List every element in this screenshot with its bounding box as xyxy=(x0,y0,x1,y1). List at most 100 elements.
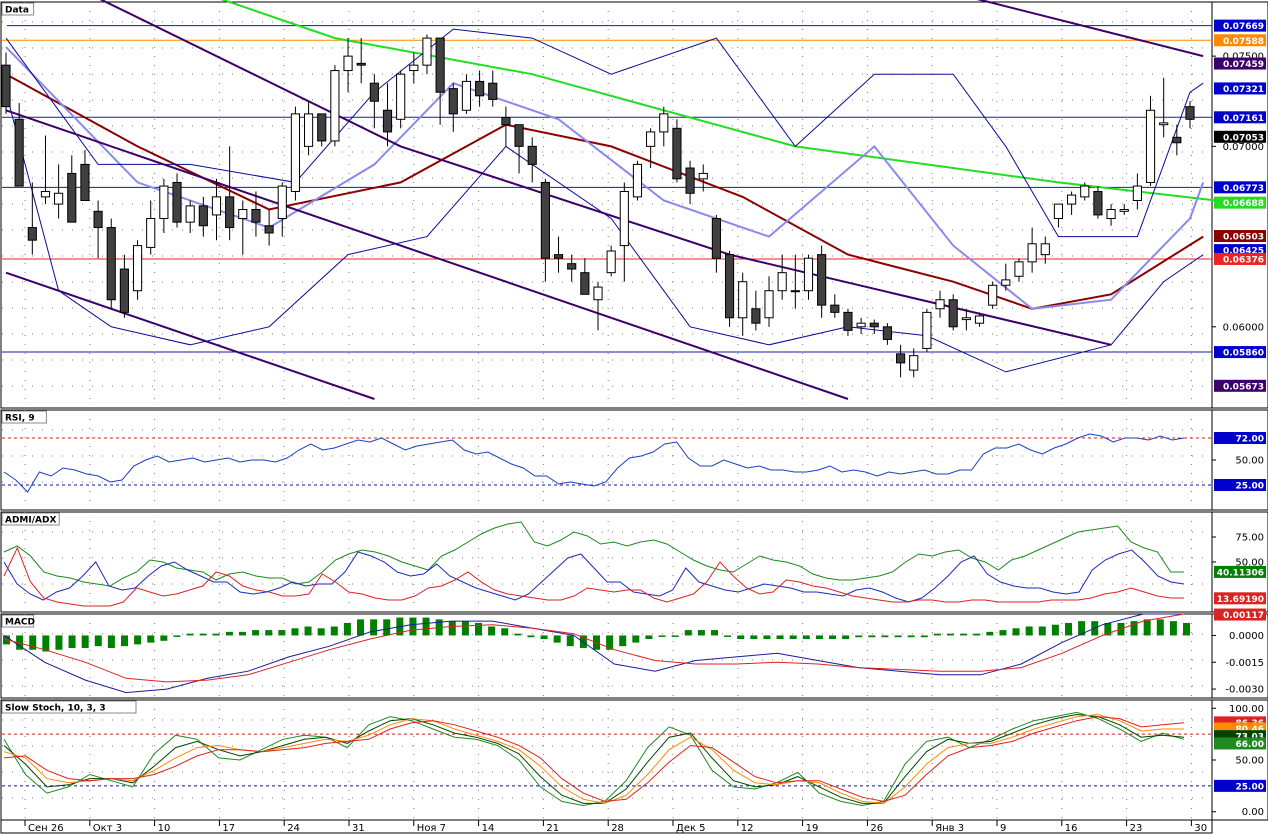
macd-bar xyxy=(711,630,718,636)
stoch-line-s4 xyxy=(3,716,1185,802)
panel-adx-frame xyxy=(0,511,1213,613)
candle xyxy=(1001,263,1011,291)
candle-body xyxy=(1172,136,1182,144)
value-marker-bg xyxy=(1214,379,1266,392)
panel-title: Data xyxy=(1,2,35,16)
candle xyxy=(93,200,103,259)
candle-body xyxy=(211,196,222,216)
rsi-line xyxy=(3,433,1185,493)
candle xyxy=(659,106,669,147)
x-tick-label: 26 xyxy=(870,823,883,834)
macd-bar xyxy=(933,633,941,636)
candle xyxy=(909,348,919,378)
value-marker-bg xyxy=(1214,479,1266,491)
candle xyxy=(317,113,327,147)
macd-bar xyxy=(658,635,666,637)
candle xyxy=(1106,204,1116,226)
macd-bar xyxy=(94,635,102,647)
value-marker: 40.11306 xyxy=(1214,565,1266,578)
candle-body xyxy=(501,116,511,126)
macd-bar xyxy=(186,633,194,636)
candle-body xyxy=(830,304,840,313)
candle-body xyxy=(435,37,445,93)
candle-body xyxy=(1027,243,1037,263)
candle-body xyxy=(40,190,51,198)
macd-bar xyxy=(357,619,364,636)
candle xyxy=(238,200,248,255)
candle xyxy=(830,294,840,318)
candle-body xyxy=(172,181,182,223)
candle-body xyxy=(646,131,656,147)
y-tick-label: -0.0015 xyxy=(1225,658,1264,669)
candle xyxy=(356,38,366,84)
macd-bar xyxy=(291,628,299,636)
value-marker-label: 0.00117 xyxy=(1223,611,1264,621)
candle xyxy=(264,209,274,246)
candle-body xyxy=(514,124,524,147)
candle xyxy=(711,214,721,273)
x-tick-label: 28 xyxy=(611,823,624,834)
line-channel_low xyxy=(5,271,375,400)
macd-bar xyxy=(29,635,37,650)
candle-body xyxy=(132,245,143,292)
macd-bar xyxy=(1183,622,1190,636)
candle xyxy=(988,281,998,309)
candle-body xyxy=(606,250,616,274)
candle xyxy=(303,101,314,156)
panel-title: RSI, 9 xyxy=(1,410,47,424)
candle xyxy=(961,308,971,331)
candle-body xyxy=(343,55,353,72)
macd-bar xyxy=(330,626,338,636)
macd-bar xyxy=(737,635,745,640)
candle xyxy=(448,83,458,132)
candle xyxy=(817,245,827,318)
candle xyxy=(1159,77,1169,138)
candle xyxy=(1080,182,1090,201)
macd-bar xyxy=(645,635,653,640)
macd-bar xyxy=(619,635,627,647)
y-tick-label: -0.0030 xyxy=(1225,685,1264,696)
candle-body xyxy=(1014,261,1024,277)
candle xyxy=(1132,173,1142,210)
candle xyxy=(14,103,24,187)
line-channel_upper_right xyxy=(976,0,1204,58)
value-marker: 0.07669 xyxy=(1214,19,1266,32)
candle-body xyxy=(922,311,932,349)
candle-body xyxy=(1159,122,1169,126)
candle-body xyxy=(264,225,274,234)
x-tick-label: Окт 3 xyxy=(93,823,122,834)
candle-body xyxy=(448,88,458,115)
candle-body xyxy=(882,326,893,340)
candle xyxy=(119,254,129,318)
value-marker: 13.69190 xyxy=(1214,592,1266,605)
candle xyxy=(1040,236,1050,264)
candle xyxy=(540,178,550,282)
panel-title-text: Data xyxy=(5,6,29,16)
macd-bar xyxy=(173,635,181,637)
stoch-line-s2 xyxy=(3,713,1185,804)
panel-markers: 72.00 25.00 xyxy=(1214,432,1266,492)
candle xyxy=(80,149,90,201)
candle-body xyxy=(790,290,800,293)
candle-body xyxy=(317,113,327,142)
candle xyxy=(869,319,879,335)
value-marker-bg xyxy=(1214,111,1266,124)
candle xyxy=(895,344,906,378)
candle xyxy=(475,70,485,107)
candle-body xyxy=(974,315,985,324)
value-marker-bg xyxy=(1214,592,1266,605)
candle xyxy=(409,52,419,84)
candles xyxy=(1,34,1195,378)
candle-body xyxy=(777,272,787,292)
value-marker-label: 0.07669 xyxy=(1223,22,1264,32)
macd-bar xyxy=(684,630,692,636)
macd-bar xyxy=(1143,619,1151,636)
panel-macd-frame xyxy=(0,613,1213,699)
candle-body xyxy=(567,263,577,270)
candle xyxy=(1067,191,1077,215)
x-tick-label: Сен 26 xyxy=(28,823,64,834)
candle-body xyxy=(751,308,761,324)
candle xyxy=(396,70,406,129)
candle-body xyxy=(27,227,37,241)
